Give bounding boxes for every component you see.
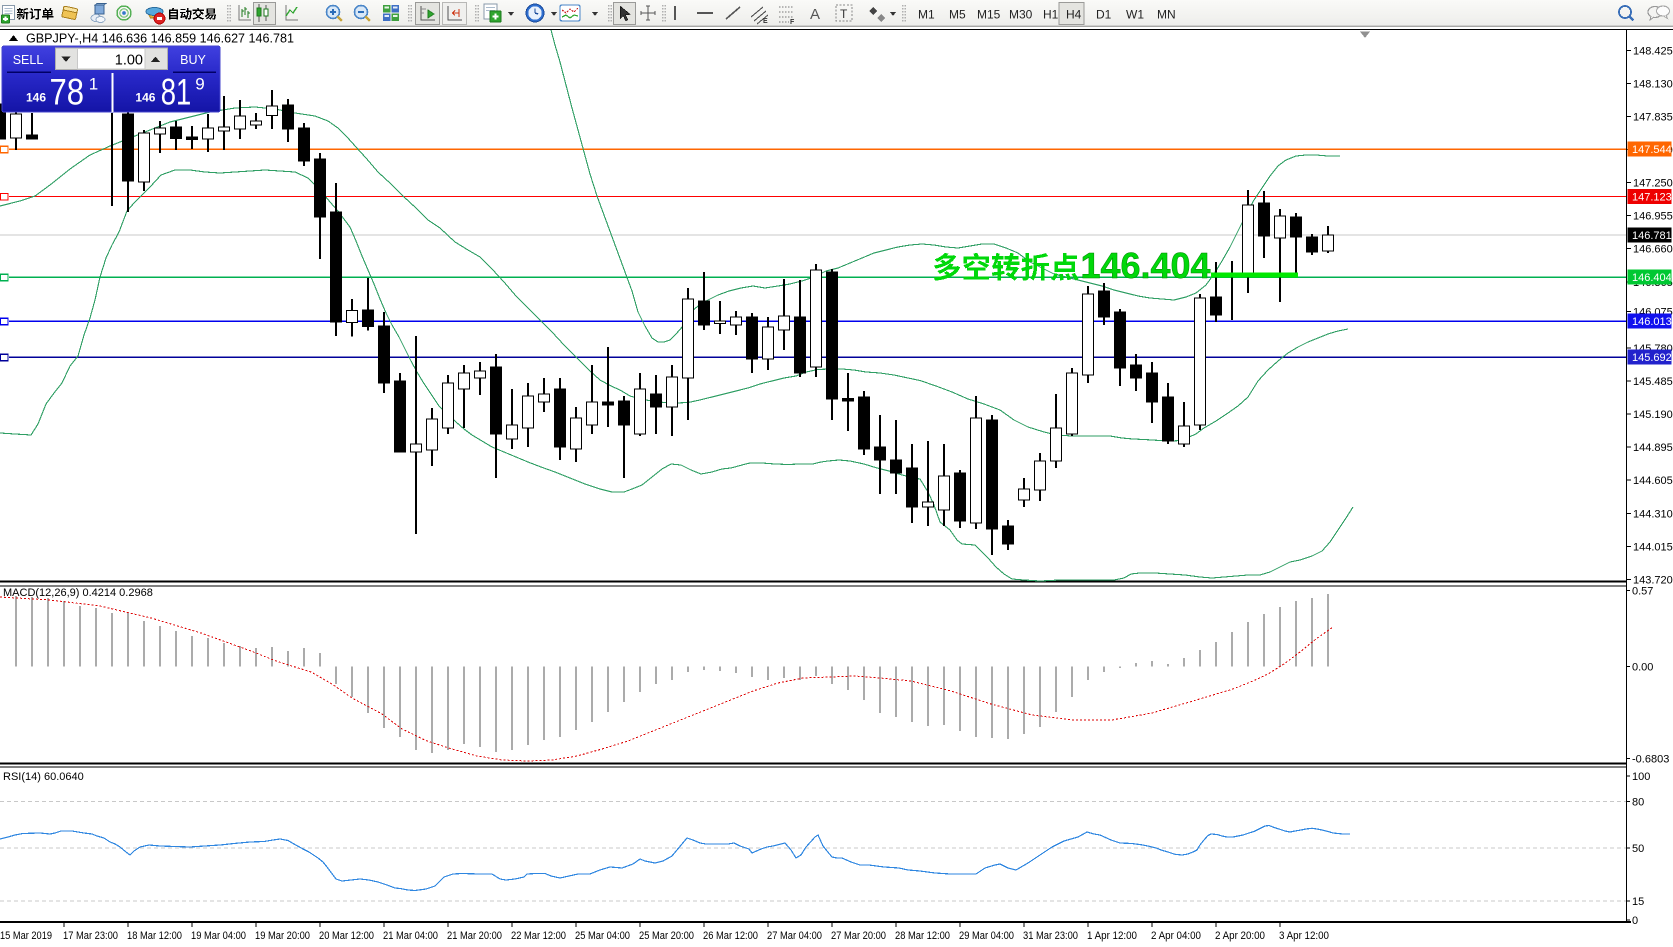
svg-text:31 Mar 23:00: 31 Mar 23:00 bbox=[1023, 930, 1078, 942]
svg-text:M1: M1 bbox=[918, 8, 935, 22]
svg-text:50: 50 bbox=[1632, 843, 1644, 855]
svg-text:147.835: 147.835 bbox=[1633, 111, 1673, 123]
svg-text:15 Mar 2019: 15 Mar 2019 bbox=[0, 930, 52, 942]
svg-text:2 Apr 04:00: 2 Apr 04:00 bbox=[1151, 930, 1201, 942]
svg-text:100: 100 bbox=[1632, 771, 1650, 783]
svg-text:146.013: 146.013 bbox=[1632, 316, 1672, 328]
svg-text:28 Mar 12:00: 28 Mar 12:00 bbox=[895, 930, 950, 942]
svg-text:22 Mar 12:00: 22 Mar 12:00 bbox=[511, 930, 566, 942]
svg-text:0.57: 0.57 bbox=[1632, 586, 1653, 598]
svg-text:9: 9 bbox=[195, 74, 204, 93]
svg-text:146.660: 146.660 bbox=[1633, 244, 1673, 256]
svg-text:SELL: SELL bbox=[13, 53, 44, 67]
svg-text:27 Mar 20:00: 27 Mar 20:00 bbox=[831, 930, 886, 942]
svg-text:MACD(12,26,9) 0.4214 0.2968: MACD(12,26,9) 0.4214 0.2968 bbox=[3, 587, 153, 599]
svg-text:146.404: 146.404 bbox=[1632, 272, 1672, 284]
svg-text:146: 146 bbox=[135, 91, 155, 105]
svg-text:20 Mar 12:00: 20 Mar 12:00 bbox=[319, 930, 374, 942]
svg-text:25 Mar 04:00: 25 Mar 04:00 bbox=[575, 930, 630, 942]
svg-text:144.015: 144.015 bbox=[1633, 541, 1673, 553]
svg-text:A: A bbox=[810, 6, 820, 23]
svg-text:21 Mar 04:00: 21 Mar 04:00 bbox=[383, 930, 438, 942]
svg-text:BUY: BUY bbox=[180, 53, 206, 67]
svg-text:19 Mar 20:00: 19 Mar 20:00 bbox=[255, 930, 310, 942]
svg-text:M30: M30 bbox=[1009, 8, 1033, 22]
svg-text:15: 15 bbox=[1632, 896, 1644, 908]
svg-text:3 Apr 12:00: 3 Apr 12:00 bbox=[1279, 930, 1329, 942]
svg-text:144.310: 144.310 bbox=[1633, 508, 1673, 520]
svg-text:0.00: 0.00 bbox=[1632, 662, 1653, 674]
svg-text:0: 0 bbox=[1632, 915, 1638, 927]
svg-text:81: 81 bbox=[161, 72, 192, 113]
svg-text:1.00: 1.00 bbox=[115, 53, 143, 69]
svg-text:1 Apr 12:00: 1 Apr 12:00 bbox=[1087, 930, 1137, 942]
svg-text:26 Mar 12:00: 26 Mar 12:00 bbox=[703, 930, 758, 942]
svg-text:2 Apr 20:00: 2 Apr 20:00 bbox=[1215, 930, 1265, 942]
svg-text:D1: D1 bbox=[1096, 8, 1112, 22]
svg-text:1: 1 bbox=[89, 74, 98, 93]
svg-text:147.544: 147.544 bbox=[1632, 144, 1672, 156]
svg-text:MN: MN bbox=[1157, 8, 1176, 22]
svg-text:M15: M15 bbox=[977, 8, 1001, 22]
svg-text:146.955: 146.955 bbox=[1633, 211, 1673, 223]
svg-text:78: 78 bbox=[50, 72, 85, 113]
svg-text:M5: M5 bbox=[949, 8, 966, 22]
svg-text:17 Mar 23:00: 17 Mar 23:00 bbox=[63, 930, 118, 942]
svg-text:147.250: 147.250 bbox=[1633, 178, 1673, 190]
svg-text:H4: H4 bbox=[1066, 8, 1082, 22]
svg-text:25 Mar 20:00: 25 Mar 20:00 bbox=[639, 930, 694, 942]
svg-text:145.190: 145.190 bbox=[1633, 409, 1673, 421]
svg-text:148.425: 148.425 bbox=[1633, 45, 1673, 57]
svg-text:E: E bbox=[763, 18, 768, 25]
svg-text:21 Mar 20:00: 21 Mar 20:00 bbox=[447, 930, 502, 942]
svg-text:146.781: 146.781 bbox=[1632, 230, 1672, 242]
svg-text:144.605: 144.605 bbox=[1633, 475, 1673, 487]
svg-text:147.123: 147.123 bbox=[1632, 192, 1672, 204]
svg-text:W1: W1 bbox=[1126, 8, 1144, 22]
svg-text:145.485: 145.485 bbox=[1633, 376, 1673, 388]
svg-text:143.720: 143.720 bbox=[1633, 574, 1673, 586]
svg-text:144.895: 144.895 bbox=[1633, 442, 1673, 454]
svg-text:T: T bbox=[840, 7, 848, 21]
svg-text:H1: H1 bbox=[1043, 8, 1059, 22]
svg-text:18 Mar 12:00: 18 Mar 12:00 bbox=[127, 930, 182, 942]
svg-text:-0.6803: -0.6803 bbox=[1632, 754, 1669, 766]
svg-text:GBPJPY-,H4 146.636 146.859 14: GBPJPY-,H4 146.636 146.859 146.627 146.7… bbox=[26, 32, 294, 46]
svg-text:80: 80 bbox=[1632, 797, 1644, 809]
svg-text:146.404: 146.404 bbox=[1081, 245, 1211, 286]
svg-text:RSI(14) 60.0640: RSI(14) 60.0640 bbox=[3, 771, 84, 783]
svg-text:145.692: 145.692 bbox=[1632, 352, 1672, 364]
svg-text:27 Mar 04:00: 27 Mar 04:00 bbox=[767, 930, 822, 942]
svg-text:29 Mar 04:00: 29 Mar 04:00 bbox=[959, 930, 1014, 942]
svg-text:146: 146 bbox=[26, 91, 46, 105]
svg-text:19 Mar 04:00: 19 Mar 04:00 bbox=[191, 930, 246, 942]
svg-text:F: F bbox=[790, 19, 795, 26]
svg-text:148.130: 148.130 bbox=[1633, 78, 1673, 90]
